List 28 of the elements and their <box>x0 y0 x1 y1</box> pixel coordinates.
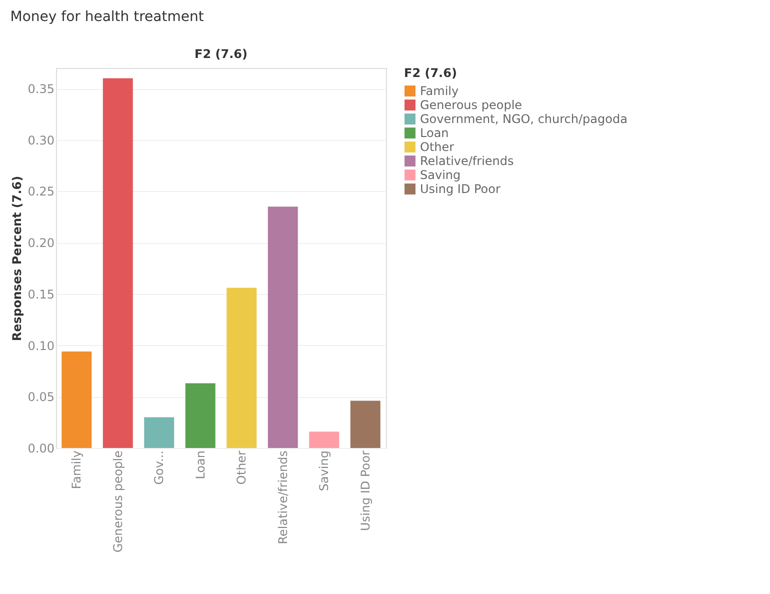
y-tick-label: 0.00 <box>28 442 54 456</box>
chart-title: Money for health treatment <box>10 9 204 25</box>
y-tick-label: 0.05 <box>28 390 54 404</box>
x-tick-label: Relative/friends <box>276 450 290 544</box>
y-tick-label: 0.15 <box>28 287 54 302</box>
x-tick-label: Family <box>70 450 84 490</box>
legend-label: Family <box>420 84 459 98</box>
x-tick-label: Generous people <box>110 450 125 553</box>
legend-label: Using ID Poor <box>420 182 500 196</box>
legend-title: F2 (7.6) <box>404 66 457 80</box>
legend-label: Government, NGO, church/pagoda <box>420 112 628 126</box>
y-tick-label: 0.20 <box>28 236 54 250</box>
legend-label: Relative/friends <box>420 154 514 168</box>
legend-label: Generous people <box>420 98 522 112</box>
x-tick-label: Loan <box>193 450 208 480</box>
x-tick-label: Other <box>234 450 249 485</box>
y-tick-label: 0.10 <box>28 338 54 353</box>
x-tick-label: Saving <box>317 450 332 492</box>
chart-subtitle: F2 (7.6) <box>194 47 248 61</box>
x-tick-label: Using ID Poor <box>358 450 372 531</box>
x-tick-label: Gov... <box>152 450 166 485</box>
y-tick-label: 0.35 <box>28 82 54 96</box>
legend-label: Saving <box>420 168 461 182</box>
legend-label: Loan <box>420 126 449 140</box>
y-tick-label: 0.30 <box>28 133 54 148</box>
legend-label: Other <box>420 140 454 154</box>
y-axis-title: Responses Percent (7.6) <box>10 176 24 342</box>
y-tick-label: 0.25 <box>28 184 54 199</box>
